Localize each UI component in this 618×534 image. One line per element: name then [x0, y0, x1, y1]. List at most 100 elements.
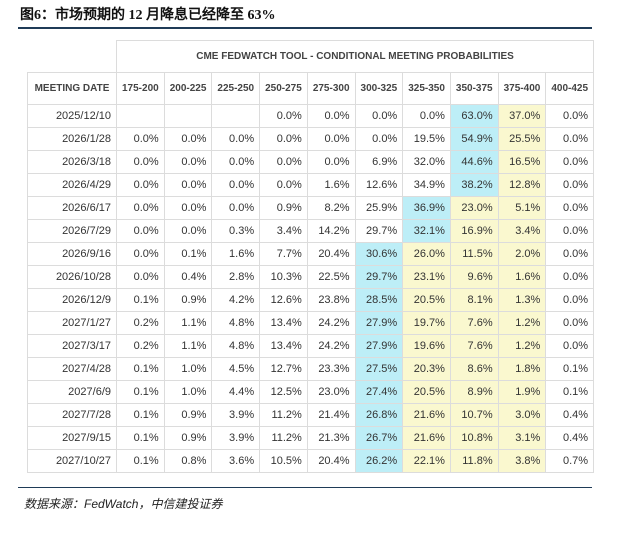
probability-cell: 0.2% [116, 334, 165, 358]
probability-cell: 28.5% [354, 288, 404, 312]
probability-cell: 34.9% [402, 173, 451, 197]
probability-cell: 21.6% [402, 403, 451, 427]
probability-cell: 23.1% [402, 265, 451, 289]
probability-cell: 0.0% [116, 265, 165, 289]
probability-cell: 0.0% [545, 334, 595, 358]
probability-cell: 24.2% [306, 334, 356, 358]
probability-cell: 0.9% [163, 403, 213, 427]
probability-cell [163, 104, 213, 128]
probability-cell: 0.0% [163, 173, 213, 197]
column-header: 350-375 [449, 72, 499, 105]
probability-cell: 6.9% [354, 150, 404, 174]
probability-cell: 0.4% [545, 426, 595, 450]
figure-title: 图6：市场预期的 12 月降息已经降至 63% [20, 8, 276, 23]
probability-cell: 10.5% [259, 449, 308, 473]
meeting-row: 2026/7/29 0.0% 0.0% 0.3% 3.4% 14.2% 29.7% 32.1%… [27, 219, 595, 243]
column-header: 175-200 [116, 72, 165, 105]
probability-cell: 1.6% [306, 173, 356, 197]
probability-cell: 0.1% [545, 380, 595, 404]
probability-cell: 1.9% [497, 380, 547, 404]
probability-cell: 0.0% [354, 127, 404, 151]
probability-cell: 54.9% [449, 127, 499, 151]
probability-cell: 0.0% [211, 127, 261, 151]
probability-cell: 0.1% [163, 242, 213, 266]
probability-cell: 13.4% [259, 334, 308, 358]
probability-cell: 10.8% [449, 426, 499, 450]
probability-cell: 3.9% [211, 403, 261, 427]
meeting-date: 2027/3/17 [27, 334, 117, 358]
probability-cell: 12.7% [259, 357, 308, 381]
probability-cell: 0.9% [163, 288, 213, 312]
probability-cell: 0.0% [116, 242, 165, 266]
probability-cell: 0.0% [163, 196, 213, 220]
probability-cell: 4.5% [211, 357, 261, 381]
probability-cell: 0.4% [163, 265, 213, 289]
probability-cell: 20.3% [402, 357, 451, 381]
super-header: CME FEDWATCH TOOL - CONDITIONAL MEETING … [115, 40, 595, 73]
probability-cell: 0.8% [163, 449, 213, 473]
probability-cell: 27.9% [354, 311, 404, 335]
meeting-date: 2026/1/28 [27, 127, 117, 151]
meeting-date: 2026/3/18 [27, 150, 117, 174]
probability-cell: 21.3% [306, 426, 356, 450]
probability-cell [116, 104, 165, 128]
probability-cell: 3.9% [211, 426, 261, 450]
meeting-row: 2026/12/9 0.1% 0.9% 4.2% 12.6% 23.8% 28.5% 20.5… [27, 288, 595, 312]
meeting-date: 2027/6/9 [27, 380, 117, 404]
meeting-row: 2027/1/27 0.2% 1.1% 4.8% 13.4% 24.2% 27.9% 19.7… [27, 311, 595, 335]
probability-cell: 0.0% [545, 311, 595, 335]
probability-cell: 25.9% [354, 196, 404, 220]
probability-cell: 2.0% [497, 242, 547, 266]
probability-cell: 0.1% [116, 380, 165, 404]
probability-cell: 19.5% [402, 127, 451, 151]
meeting-row: 2027/7/28 0.1% 0.9% 3.9% 11.2% 21.4% 26.8% 21.6… [27, 403, 595, 427]
probability-cell: 23.3% [306, 357, 356, 381]
probability-table: CME FEDWATCH TOOL - CONDITIONAL MEETING … [27, 40, 595, 473]
probability-cell: 3.4% [259, 219, 308, 243]
column-header-row: MEETING DATE 175-200 200-225 225-250 250-275… [27, 72, 595, 105]
probability-cell: 29.7% [354, 265, 404, 289]
probability-cell: 3.6% [211, 449, 261, 473]
probability-cell: 20.5% [402, 380, 451, 404]
probability-cell: 44.6% [449, 150, 499, 174]
probability-cell: 0.0% [402, 104, 451, 128]
probability-cell: 29.7% [354, 219, 404, 243]
probability-cell: 3.8% [497, 449, 547, 473]
probability-cell: 3.0% [497, 403, 547, 427]
probability-cell: 1.3% [497, 288, 547, 312]
probability-cell: 0.1% [116, 426, 165, 450]
probability-cell: 0.0% [116, 173, 165, 197]
probability-cell: 1.2% [497, 311, 547, 335]
probability-cell: 0.7% [545, 449, 595, 473]
column-header: 325-350 [402, 72, 451, 105]
probability-cell: 1.0% [163, 357, 213, 381]
meeting-row: 2027/6/9 0.1% 1.0% 4.4% 12.5% 23.0% 27.4% 20.5%… [27, 380, 595, 404]
probability-cell: 0.0% [116, 127, 165, 151]
probability-cell: 19.6% [402, 334, 451, 358]
super-header-row: CME FEDWATCH TOOL - CONDITIONAL MEETING … [27, 40, 595, 73]
probability-cell: 27.4% [354, 380, 404, 404]
probability-cell: 7.7% [259, 242, 308, 266]
probability-cell: 0.1% [116, 449, 165, 473]
probability-cell: 0.0% [259, 173, 308, 197]
probability-cell: 0.2% [116, 311, 165, 335]
meeting-date: 2027/4/28 [27, 357, 117, 381]
meeting-date: 2026/9/16 [27, 242, 117, 266]
meeting-date: 2026/6/17 [27, 196, 117, 220]
probability-cell: 23.0% [449, 196, 499, 220]
meeting-date: 2026/12/9 [27, 288, 117, 312]
probability-cell: 19.7% [402, 311, 451, 335]
column-header: 225-250 [211, 72, 261, 105]
meeting-row: 2026/3/18 0.0% 0.0% 0.0% 0.0% 0.0% 6.9% 32.0% 44… [27, 150, 595, 174]
meeting-date: 2027/7/28 [27, 403, 117, 427]
probability-cell: 0.0% [545, 104, 595, 128]
probability-cell: 21.6% [402, 426, 451, 450]
probability-cell: 8.1% [449, 288, 499, 312]
probability-cell: 21.4% [306, 403, 356, 427]
column-header: 300-325 [354, 72, 404, 105]
probability-cell: 0.0% [545, 265, 595, 289]
probability-cell: 22.1% [402, 449, 451, 473]
probability-cell: 0.9% [259, 196, 308, 220]
probability-cell: 1.2% [497, 334, 547, 358]
